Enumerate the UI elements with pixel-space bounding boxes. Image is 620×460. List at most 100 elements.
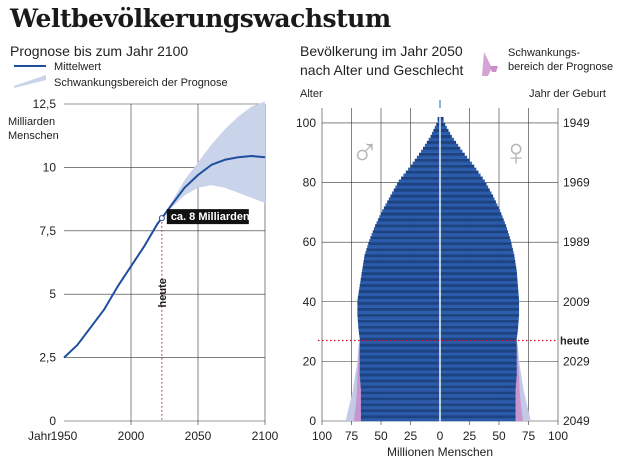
female-bar [440,242,512,246]
female-bar [440,343,517,347]
birth-year-tick-label: 1949 [563,116,590,130]
female-bar [440,164,475,168]
male-bar [405,170,440,174]
female-bar [440,349,517,353]
female-bar [440,203,498,207]
male-bar [370,236,440,240]
pyramid-x-tick-label: 100 [312,429,332,443]
female-bar [440,280,518,285]
female-bar [440,346,517,350]
population-pyramid: Bevölkerung im Jahr 2050 nach Alter und … [296,43,613,459]
male-bar [426,140,440,144]
male-bar [357,316,440,320]
male-bar [366,248,440,252]
male-bar [360,412,440,416]
female-bar [440,263,516,267]
female-bar [440,292,519,296]
male-bar [434,125,440,130]
age-axis-title: Alter [300,88,323,100]
male-bar [375,224,440,228]
female-bar [440,289,519,294]
male-bar [359,337,440,341]
legend-schwankungsbereich: Schwankungsbereich der Prognose [54,77,228,89]
female-bar [440,176,483,180]
point-label-box [166,209,249,225]
male-bar [360,379,440,383]
female-bar [440,301,520,305]
female-bar [440,257,515,261]
male-bar [364,257,440,261]
female-bar [440,191,492,195]
female-bar [440,271,517,276]
pyramid-overlay: heute [318,100,589,425]
female-bar [440,185,489,189]
male-bar [357,298,440,302]
male-bar [436,122,440,127]
female-bar [440,265,517,270]
male-bar [372,230,440,234]
male-bar [421,149,440,153]
male-bar [363,263,440,267]
male-bar [359,355,440,359]
male-bar [383,206,440,210]
pyramid-legend-swatch [490,66,498,72]
male-bar [362,265,440,270]
female-bar [440,367,517,371]
female-bar [440,325,519,329]
pyramid-subtitle-line2: nach Alter und Geschlecht [300,62,464,78]
female-bar [440,170,479,174]
female-bar [440,310,520,314]
birth-year-tick-label: 2029 [563,354,590,368]
female-bar [440,328,518,332]
male-bar [416,155,440,159]
male-bar [367,245,440,249]
female-bar [440,131,451,136]
male-bar [412,161,440,165]
age-tick-label: 40 [303,295,317,309]
today-label: heute [157,278,169,307]
male-bar [382,209,440,213]
male-bar [377,218,440,222]
female-bar [440,200,496,204]
female-bar [440,245,513,249]
female-bar [440,307,520,311]
female-bar [440,116,444,121]
female-bar [440,167,477,171]
female-bar [440,134,452,139]
female-bar [440,379,517,383]
y-tick-label: 2,5 [39,351,56,365]
female-bar [440,215,503,219]
female-bar [440,304,520,308]
female-bar [440,352,517,356]
male-bar [359,358,440,362]
male-bar [364,254,440,258]
female-bar [440,331,518,335]
pyramid-legend-swatch-2 [482,52,492,76]
female-bar [440,295,519,299]
male-bar [359,352,440,356]
female-bar [440,412,516,416]
y-tick-label: 7,5 [39,224,56,238]
male-bar [379,215,440,219]
female-bar [440,197,495,201]
female-bar [440,251,514,255]
male-bar [365,251,440,255]
male-bar [357,301,440,305]
male-bar [363,260,440,264]
female-bar [440,230,508,234]
female-bar [440,182,487,186]
female-bar [440,152,465,156]
female-bar [440,140,457,144]
male-bar [358,328,440,332]
male-bar [360,397,440,401]
birth-year-tick-label: 1989 [563,235,590,249]
male-bar [359,376,440,380]
female-bar [440,188,490,192]
male-bar [360,409,440,413]
x-tick-label: 2100 [252,429,279,443]
female-bar [440,415,516,419]
female-bar [440,283,518,288]
female-bar [440,194,494,198]
female-bar [440,155,468,159]
